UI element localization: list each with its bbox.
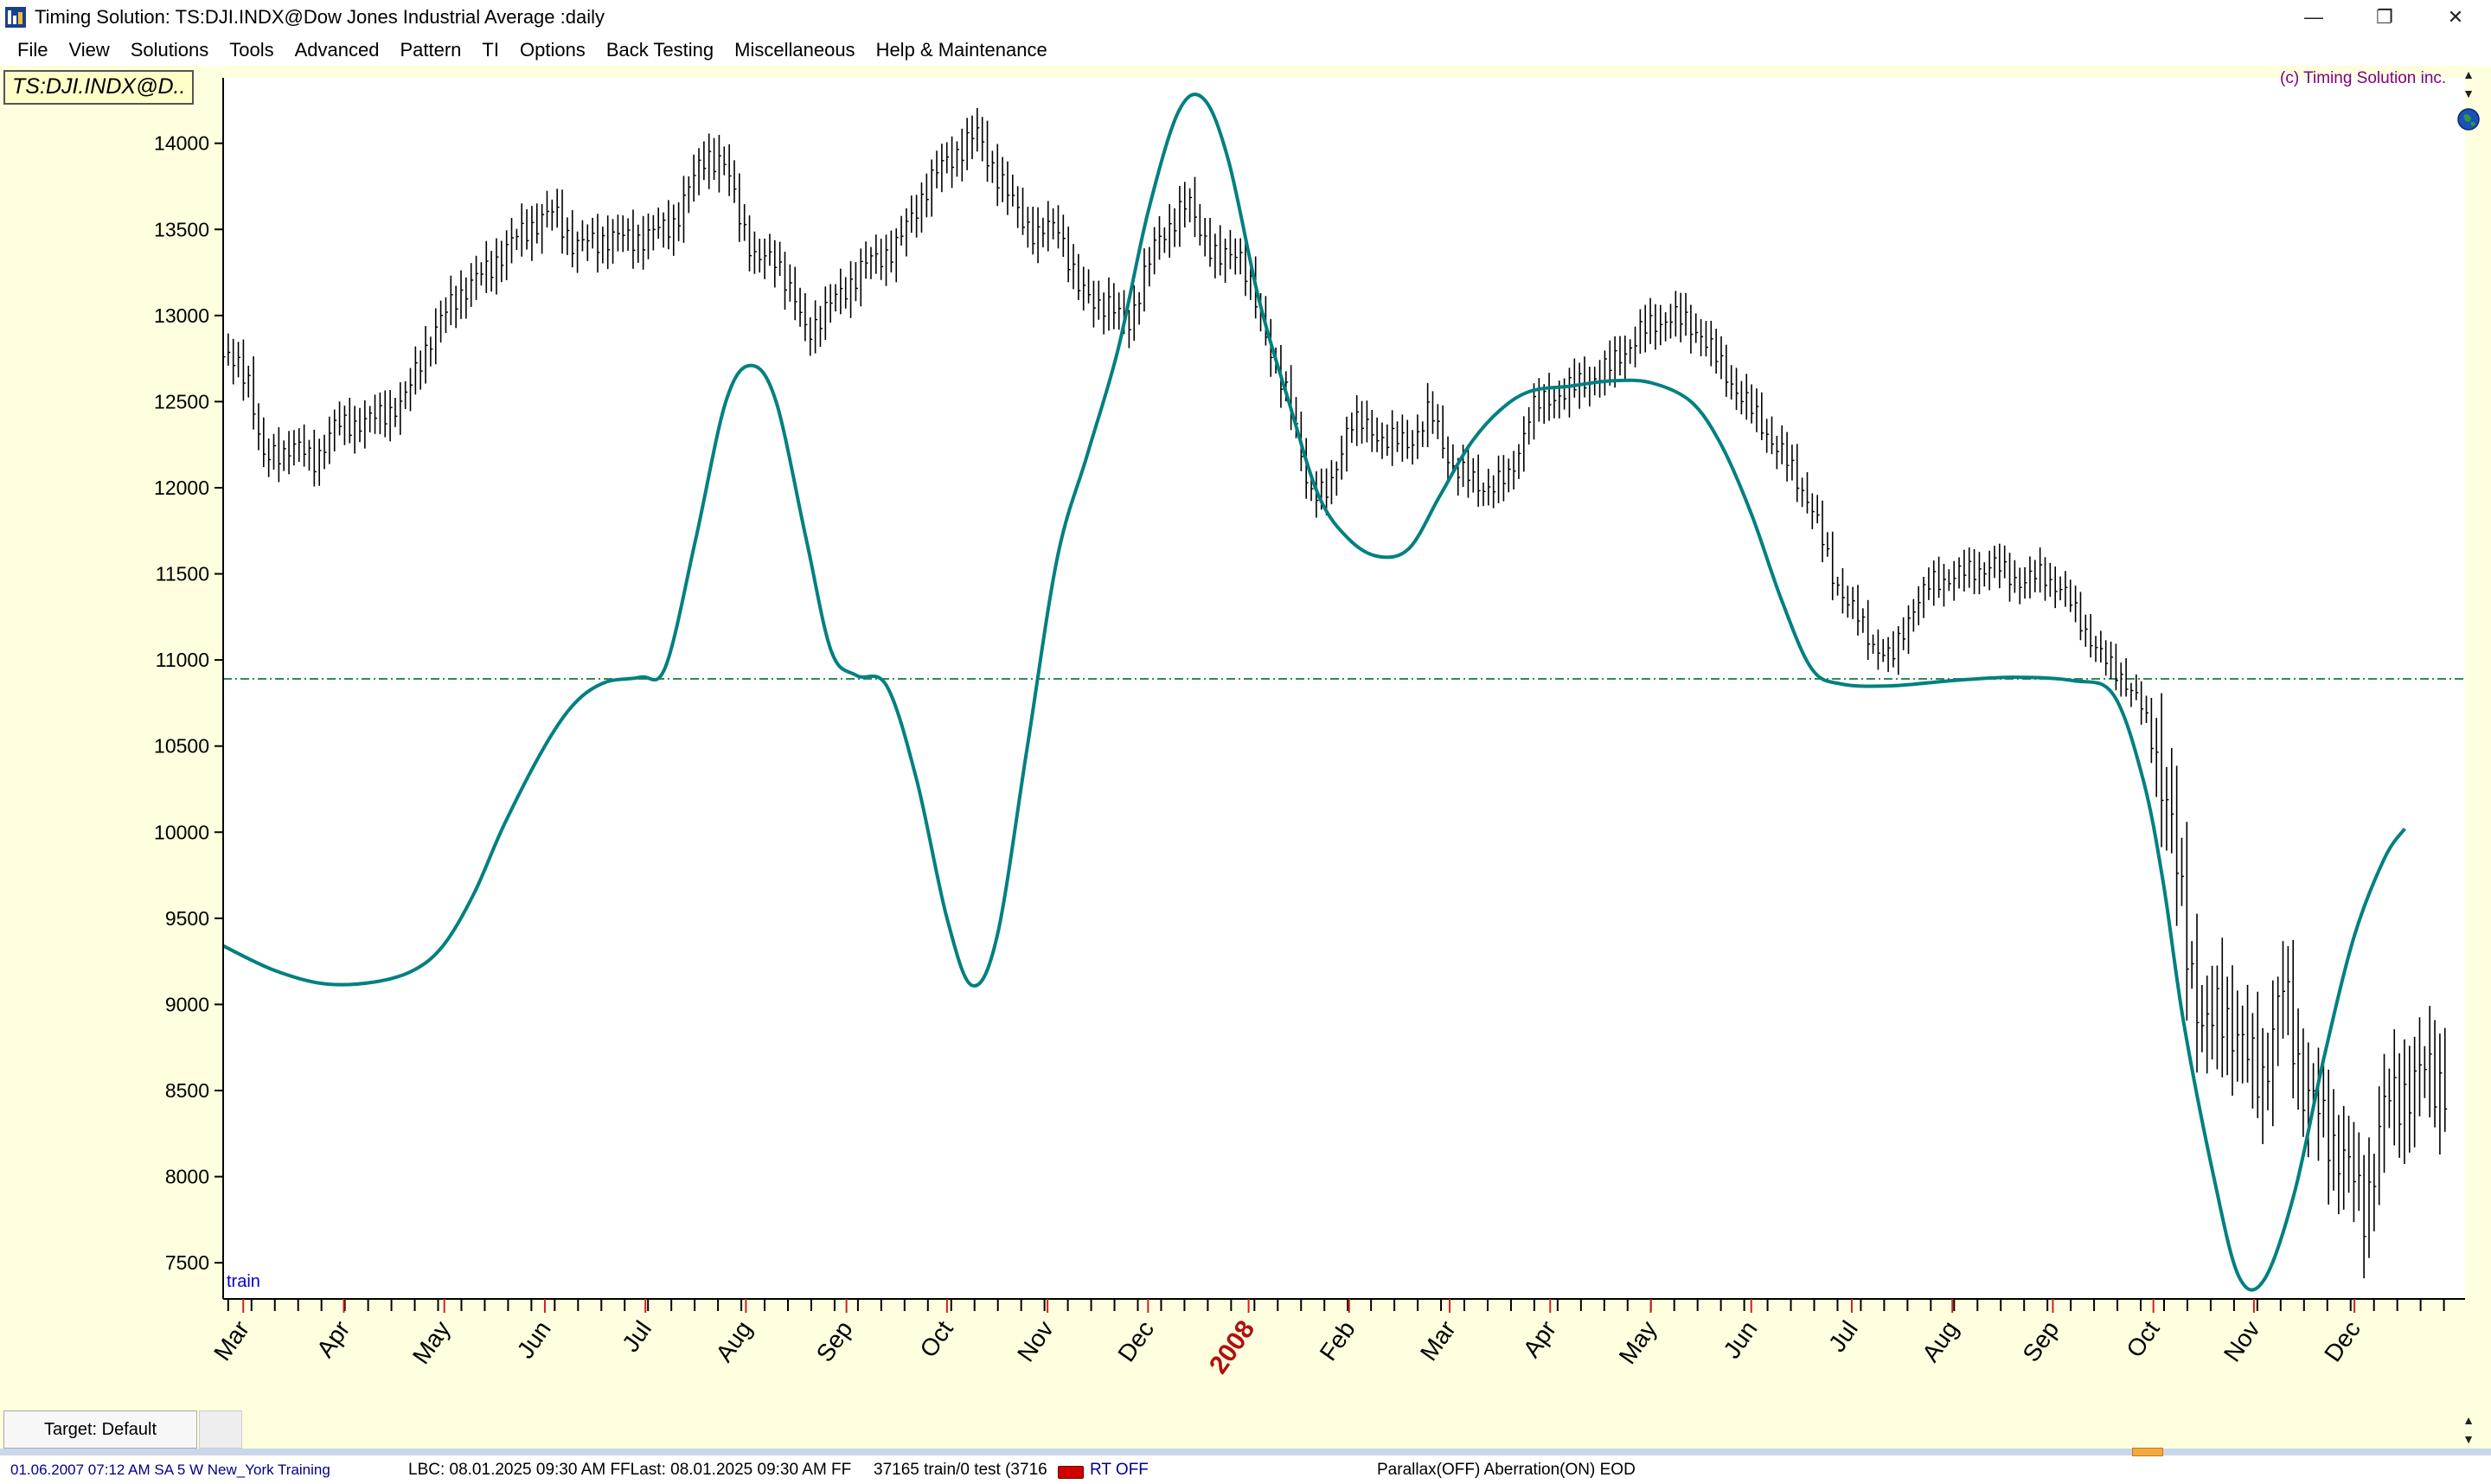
x-month-label: Mar (1415, 1316, 1461, 1366)
rt-status-led-icon[interactable] (1058, 1466, 1084, 1479)
restore-icon: ❐ (2376, 6, 2393, 28)
x-month-label: Sep (2017, 1316, 2064, 1367)
restore-button[interactable]: ❐ (2349, 0, 2420, 35)
plot-background (223, 78, 2465, 1299)
x-year-label: 2008 (1204, 1315, 1260, 1379)
x-month-label: Feb (1315, 1316, 1361, 1366)
status-lbc: LBC: 08.01.2025 09:30 AM FFLast: 08.01.2… (408, 1461, 852, 1479)
close-icon: ✕ (2447, 6, 2464, 28)
y-tick-label: 12500 (154, 390, 209, 413)
y-tick-label: 10500 (154, 735, 209, 758)
y-tick-label: 7500 (165, 1251, 209, 1274)
minimize-icon: — (2304, 6, 2323, 28)
triangle-up-icon: ▲ (2462, 1413, 2475, 1427)
y-tick-label: 9000 (165, 993, 209, 1015)
x-month-label: Jun (512, 1316, 556, 1364)
status-mode: Parallax(OFF) Aberration(ON) EOD (1377, 1461, 1636, 1479)
globe-icon[interactable] (2456, 107, 2481, 131)
menu-bar: File View Solutions Tools Advanced Patte… (0, 35, 2491, 66)
x-month-label: Nov (1012, 1316, 1059, 1367)
menu-back-testing[interactable]: Back Testing (605, 39, 714, 61)
x-month-label: Dec (2319, 1316, 2366, 1367)
menu-file[interactable]: File (17, 39, 48, 61)
menu-view[interactable]: View (68, 39, 110, 61)
price-chart[interactable]: 7500 8000 8500 9000 9500 10000 10500 11000 11500… (0, 66, 2491, 1449)
x-month-label: Aug (710, 1316, 757, 1367)
y-tick-label: 8500 (165, 1079, 209, 1102)
menu-advanced[interactable]: Advanced (294, 39, 380, 61)
projection-line (222, 93, 2406, 1292)
x-month-label: May (1614, 1316, 1662, 1369)
x-month-label: Mar (208, 1316, 254, 1366)
train-region-label: train (227, 1272, 260, 1291)
y-tick-label: 10000 (154, 821, 209, 843)
y-tick-label: 11500 (156, 563, 209, 585)
x-month-label: Sep (811, 1316, 858, 1367)
y-tick-label: 9500 (165, 907, 209, 930)
y-tick-label: 8000 (165, 1166, 209, 1188)
zoom-up-button[interactable]: ▲ (2456, 1411, 2481, 1429)
close-button[interactable]: ✕ (2420, 0, 2491, 35)
x-month-label: Oct (914, 1315, 958, 1362)
status-bar: 01.06.2007 07:12 AM SA 5 W New_York Trai… (0, 1456, 2491, 1484)
x-month-label: Jul (1823, 1316, 1863, 1357)
menu-options[interactable]: Options (519, 39, 586, 61)
status-train-count: 37165 train/0 test (3716 (874, 1462, 1047, 1479)
y-tick-label: 13500 (154, 218, 209, 240)
x-month-label: May (407, 1316, 456, 1369)
copyright-text: (c) Timing Solution inc. (2280, 69, 2447, 87)
triangle-up-icon: ▲ (2462, 67, 2475, 81)
zoom-down-button[interactable]: ▼ (2456, 1430, 2481, 1448)
y-tick-label: 13000 (154, 304, 209, 327)
x-month-label: Aug (1917, 1316, 1963, 1367)
x-month-label: Dec (1112, 1316, 1159, 1367)
scrollbar-thumb[interactable] (2132, 1448, 2163, 1456)
x-month-label: Apr (311, 1316, 355, 1362)
y-tick-label: 12000 (154, 477, 209, 499)
x-month-label: Oct (2121, 1315, 2165, 1362)
x-month-label: Nov (2219, 1316, 2265, 1367)
menu-help-maintenance[interactable]: Help & Maintenance (875, 39, 1047, 61)
horizontal-scrollbar[interactable] (0, 1449, 2491, 1455)
scroll-up-button[interactable]: ▲ (2456, 66, 2481, 83)
symbol-label[interactable]: TS:DJI.INDX@D.. (3, 70, 195, 105)
y-tick-label: 11000 (156, 649, 209, 671)
window-title: Timing Solution: TS:DJI.INDX@Dow Jones I… (35, 6, 605, 28)
menu-tools[interactable]: Tools (229, 39, 274, 61)
menu-miscellaneous[interactable]: Miscellaneous (734, 39, 855, 61)
scroll-down-button[interactable]: ▼ (2456, 85, 2481, 102)
title-bar: Timing Solution: TS:DJI.INDX@Dow Jones I… (0, 0, 2491, 35)
tab-strip (199, 1410, 242, 1449)
triangle-down-icon: ▼ (2462, 1432, 2475, 1446)
menu-pattern[interactable]: Pattern (400, 39, 462, 61)
chart-panel[interactable]: 7500 8000 8500 9000 9500 10000 10500 11000 11500… (0, 66, 2491, 1449)
status-rt[interactable]: RT OFF (1090, 1461, 1149, 1479)
x-month-label: Jun (1718, 1316, 1762, 1364)
target-tab[interactable]: Target: Default (3, 1410, 197, 1449)
triangle-down-icon: ▼ (2462, 86, 2475, 100)
y-tick-label: 14000 (154, 132, 209, 155)
x-month-label: Jul (617, 1316, 656, 1357)
app-logo-icon (5, 7, 26, 28)
menu-ti[interactable]: TI (482, 39, 499, 61)
x-month-label: Apr (1518, 1316, 1561, 1362)
status-time: 01.06.2007 07:12 AM SA 5 W New_York Trai… (10, 1462, 330, 1478)
menu-solutions[interactable]: Solutions (130, 39, 209, 61)
minimize-button[interactable]: — (2278, 0, 2349, 35)
